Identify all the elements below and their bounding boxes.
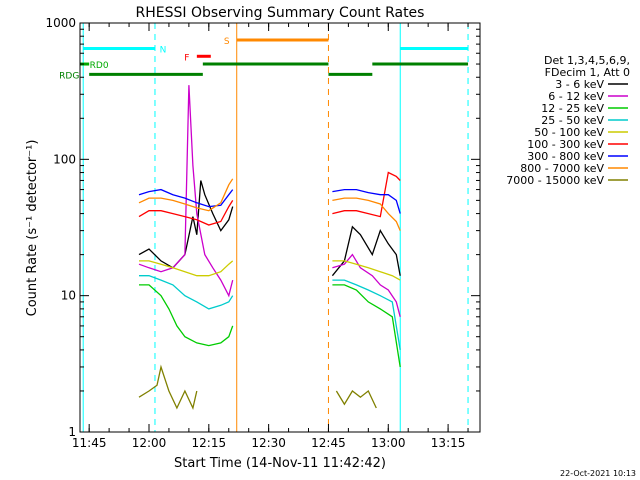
legend-label: 12 - 25 keV — [541, 102, 604, 115]
legend-label: 300 - 800 keV — [527, 150, 604, 163]
state-bar-label: F — [184, 53, 189, 63]
x-tick-label: 12:00 — [132, 436, 167, 450]
state-bar-label: N — [160, 46, 167, 56]
legend-header: FDecim 1, Att 0 — [545, 66, 630, 79]
y-tick-label: 100 — [53, 152, 76, 166]
state-bar-label: RDG — [59, 71, 79, 81]
y-tick-label: 1000 — [45, 16, 76, 30]
state-bar-label: RD0 — [90, 61, 109, 71]
series-line — [138, 180, 401, 277]
series-line — [139, 284, 401, 368]
series-line — [138, 178, 401, 231]
series-line — [138, 188, 401, 214]
x-tick-label: 11:45 — [72, 436, 107, 450]
plot-area: N S F RD0 RDG — [59, 22, 481, 433]
x-axis-label: Start Time (14-Nov-11 11:42:42) — [174, 456, 386, 471]
series-line — [138, 364, 377, 410]
y-tick-label: 1 — [68, 425, 76, 439]
y-axis: 1 10 100 1000 — [45, 16, 480, 439]
state-bar-label: S — [224, 37, 230, 47]
series-line — [139, 260, 401, 281]
legend-label: 6 - 12 keV — [548, 90, 604, 103]
legend-label: 100 - 300 keV — [527, 138, 604, 151]
plot-frame — [79, 22, 481, 433]
legend-label: 50 - 100 keV — [534, 126, 604, 139]
legend: Det 1,3,4,5,6,9,FDecim 1, Att 03 - 6 keV… — [506, 54, 630, 187]
legend-label: 7000 - 15000 keV — [506, 174, 604, 187]
y-axis-label: Count Rate (s⁻¹ detector⁻¹) — [25, 140, 40, 317]
x-tick-label: 13:15 — [431, 436, 466, 450]
x-tick-label: 12:45 — [311, 436, 346, 450]
legend-label: 800 - 7000 keV — [520, 162, 604, 175]
footer-timestamp: 22-Oct-2021 10:13 — [560, 469, 636, 478]
legend-label: 25 - 50 keV — [541, 114, 604, 127]
x-tick-label: 13:00 — [371, 436, 406, 450]
legend-label: 3 - 6 keV — [555, 78, 604, 91]
series-line — [139, 275, 401, 351]
legend-header: Det 1,3,4,5,6,9, — [544, 54, 630, 67]
series-line — [138, 171, 401, 226]
x-tick-label: 12:15 — [192, 436, 227, 450]
x-axis: 11:45 12:00 12:15 12:30 12:45 13:00 13:15 — [72, 23, 469, 450]
chart-title: RHESSI Observing Summary Count Rates — [136, 5, 425, 21]
x-tick-label: 12:30 — [251, 436, 286, 450]
y-tick-label: 10 — [61, 289, 76, 303]
